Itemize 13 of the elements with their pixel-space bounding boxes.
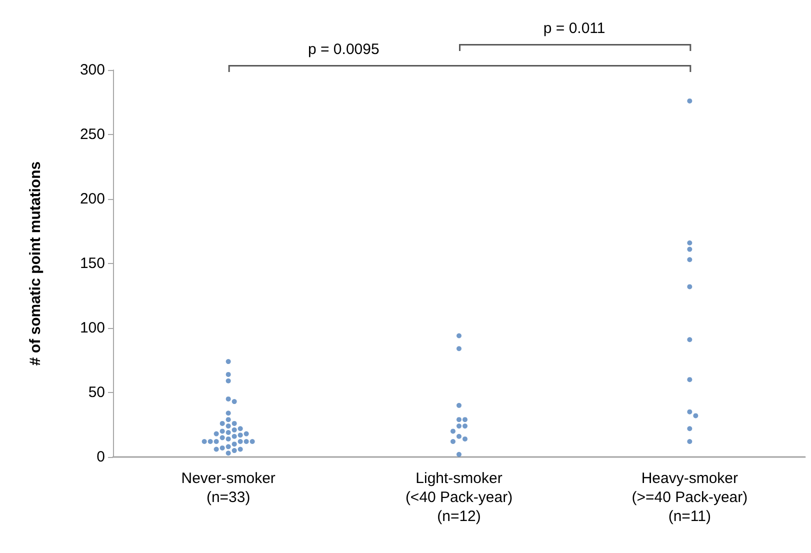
y-tick-label: 150 (80, 255, 105, 272)
x-tick-label: Heavy-smoker (>=40 Pack-year) (n=11) (632, 470, 748, 525)
y-tick-label: 250 (80, 126, 105, 143)
x-tick-label: Never-smoker (n=33) (181, 470, 276, 506)
x-tick-label: Light-smoker (<40 Pack-year) (n=12) (405, 470, 513, 525)
text: p = 0.0095 (308, 41, 380, 58)
y-tick-label: 50 (88, 384, 105, 401)
y-tick-label: 0 (96, 448, 105, 466)
y-tick-label: 200 (80, 190, 105, 208)
y-tick-label: 300 (80, 62, 105, 78)
y-tick-label: 100 (80, 320, 105, 336)
y-axis-title: # of somatic point mutations (27, 161, 44, 366)
text: p = 0.011 (543, 20, 606, 37)
